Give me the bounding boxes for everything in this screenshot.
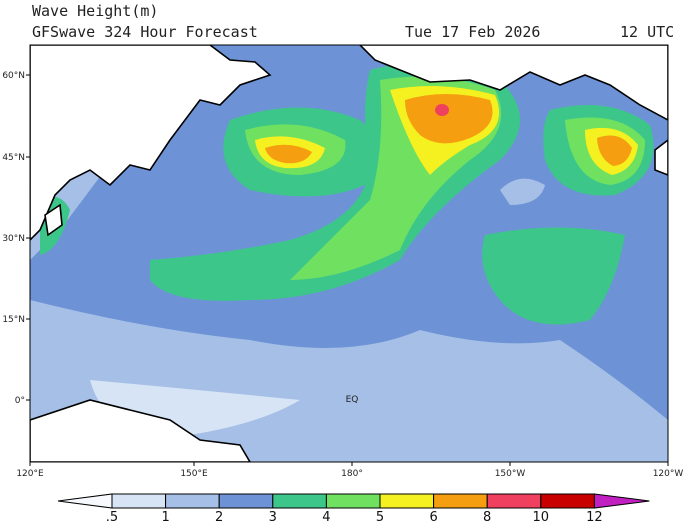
colorbar-label: 6 [429,510,437,525]
lon-label: 120°E [16,469,44,479]
colorbar-box [379,493,435,509]
map-frame [29,44,669,463]
colorbar-box [218,493,274,509]
colorbar-box [486,493,542,509]
subtitle: GFSwave 324 Hour Forecast [32,23,258,41]
date: Tue 17 Feb 2026 [405,23,540,41]
colorbar-label: 10 [533,510,550,525]
map-axes: 60°N 45°N 30°N 15°N 0° 120°E 150°E 180° 150°W 120… [2,71,683,479]
lat-label: 45°N [2,153,25,163]
colorbar: .5 1 2 3 4 5 6 8 10 12 [57,493,650,525]
lon-label: 150°W [495,469,526,479]
colorbar-high [593,493,650,509]
colorbar-label: 5 [376,510,384,525]
lat-label: 0° [15,396,25,406]
colorbar-box [111,493,167,509]
lon-label: 150°E [180,469,208,479]
colorbar-label: 2 [215,510,223,525]
colorbar-label: 3 [269,510,277,525]
colorbar-label: 8 [483,510,491,525]
colorbar-box [272,493,327,509]
colorbar-box [165,493,220,509]
lon-label: 180° [341,469,363,479]
colorbar-label: 12 [586,510,603,525]
lon-label: 120°W [653,469,684,479]
colorbar-label: .5 [106,510,118,525]
equator-label: EQ [346,395,359,405]
time: 12 UTC [620,23,674,41]
colorbar-box [433,493,488,509]
map-field [30,45,668,462]
colorbar-box [540,493,595,509]
lat-label: 30°N [2,234,25,244]
lat-label: 60°N [2,71,25,81]
colorbar-box [325,493,381,509]
colorbar-low [57,493,113,509]
title: Wave Height(m) [32,2,158,20]
colorbar-label: 4 [322,510,330,525]
lat-label: 15°N [2,315,25,325]
colorbar-label: 1 [161,510,169,525]
